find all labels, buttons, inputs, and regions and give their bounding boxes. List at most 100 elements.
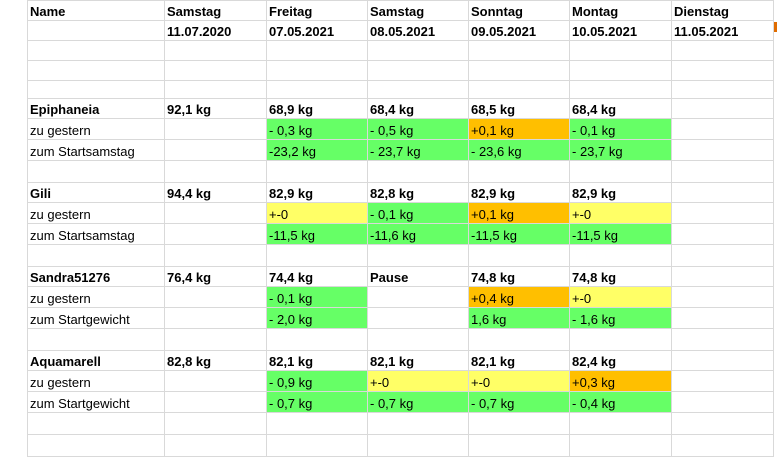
weight-cell[interactable]: Pause (367, 266, 469, 287)
empty-cell[interactable] (671, 412, 774, 435)
diff-cell[interactable] (164, 370, 267, 392)
diff-cell[interactable]: - 0,1 kg (266, 286, 368, 308)
empty-cell[interactable] (468, 434, 570, 457)
weight-cell[interactable]: 82,1 kg (367, 350, 469, 371)
weight-cell[interactable] (671, 350, 774, 371)
empty-cell[interactable] (27, 80, 165, 99)
empty-cell[interactable] (27, 328, 165, 351)
diff-cell[interactable]: -11,5 kg (569, 223, 672, 245)
empty-cell[interactable] (27, 60, 165, 81)
diff-cell[interactable]: +0,4 kg (468, 286, 570, 308)
diff-cell[interactable]: - 0,1 kg (569, 118, 672, 140)
empty-cell[interactable] (671, 40, 774, 61)
empty-cell[interactable] (569, 244, 672, 267)
diff-cell[interactable]: - 0,5 kg (367, 118, 469, 140)
diff-cell[interactable] (671, 391, 774, 413)
row-label-cell[interactable]: zu gestern (27, 286, 165, 308)
empty-cell[interactable] (367, 328, 469, 351)
weight-cell[interactable]: 82,9 kg (266, 182, 368, 203)
weight-cell[interactable]: 74,8 kg (468, 266, 570, 287)
empty-cell[interactable] (367, 160, 469, 183)
weight-cell[interactable]: 74,4 kg (266, 266, 368, 287)
diff-cell[interactable]: - 23,6 kg (468, 139, 570, 161)
header-day-cell[interactable]: Montag (569, 0, 672, 21)
header-day-cell[interactable]: Samstag (367, 0, 469, 21)
empty-cell[interactable] (27, 244, 165, 267)
row-label-cell[interactable]: zum Startgewicht (27, 391, 165, 413)
diff-cell[interactable]: -23,2 kg (266, 139, 368, 161)
empty-cell[interactable] (27, 20, 165, 41)
row-label-cell[interactable]: zum Startsamstag (27, 139, 165, 161)
header-day-cell[interactable]: Sonntag (468, 0, 570, 21)
diff-cell[interactable]: -11,6 kg (367, 223, 469, 245)
empty-cell[interactable] (164, 434, 267, 457)
weight-cell[interactable]: 82,4 kg (569, 350, 672, 371)
diff-cell[interactable]: - 0,7 kg (266, 391, 368, 413)
diff-cell[interactable] (671, 307, 774, 329)
diff-cell[interactable]: +0,1 kg (468, 202, 570, 224)
header-date-cell[interactable]: 09.05.2021 (468, 20, 570, 41)
empty-cell[interactable] (266, 60, 368, 81)
weight-cell[interactable] (671, 266, 774, 287)
row-label-cell[interactable]: zum Startgewicht (27, 307, 165, 329)
empty-cell[interactable] (266, 244, 368, 267)
empty-cell[interactable] (569, 160, 672, 183)
diff-cell[interactable]: - 2,0 kg (266, 307, 368, 329)
empty-cell[interactable] (468, 412, 570, 435)
diff-cell[interactable]: +-0 (367, 370, 469, 392)
weight-cell[interactable]: 74,8 kg (569, 266, 672, 287)
row-label-cell[interactable]: zu gestern (27, 370, 165, 392)
diff-cell[interactable] (671, 223, 774, 245)
empty-cell[interactable] (164, 80, 267, 99)
diff-cell[interactable]: 1,6 kg (468, 307, 570, 329)
empty-cell[interactable] (569, 40, 672, 61)
empty-cell[interactable] (671, 160, 774, 183)
weight-cell[interactable] (671, 182, 774, 203)
empty-cell[interactable] (266, 160, 368, 183)
diff-cell[interactable] (671, 139, 774, 161)
empty-cell[interactable] (27, 40, 165, 61)
empty-cell[interactable] (367, 60, 469, 81)
empty-cell[interactable] (164, 244, 267, 267)
diff-cell[interactable]: - 23,7 kg (367, 139, 469, 161)
diff-cell[interactable]: +-0 (569, 202, 672, 224)
empty-cell[interactable] (266, 412, 368, 435)
diff-cell[interactable] (671, 202, 774, 224)
empty-cell[interactable] (671, 244, 774, 267)
empty-cell[interactable] (164, 60, 267, 81)
row-label-cell[interactable]: zum Startsamstag (27, 223, 165, 245)
diff-cell[interactable] (164, 307, 267, 329)
diff-cell[interactable] (671, 370, 774, 392)
empty-cell[interactable] (569, 328, 672, 351)
diff-cell[interactable] (164, 286, 267, 308)
diff-cell[interactable] (671, 118, 774, 140)
empty-cell[interactable] (569, 412, 672, 435)
header-day-cell[interactable]: Freitag (266, 0, 368, 21)
header-date-cell[interactable]: 08.05.2021 (367, 20, 469, 41)
weight-cell[interactable]: 82,9 kg (468, 182, 570, 203)
empty-cell[interactable] (569, 434, 672, 457)
empty-cell[interactable] (27, 434, 165, 457)
empty-cell[interactable] (468, 244, 570, 267)
diff-cell[interactable]: - 0,7 kg (468, 391, 570, 413)
row-label-cell[interactable]: zu gestern (27, 202, 165, 224)
empty-cell[interactable] (569, 60, 672, 81)
diff-cell[interactable]: +-0 (468, 370, 570, 392)
diff-cell[interactable]: - 23,7 kg (569, 139, 672, 161)
diff-cell[interactable] (164, 139, 267, 161)
header-date-cell[interactable]: 10.05.2021 (569, 20, 672, 41)
empty-cell[interactable] (367, 40, 469, 61)
diff-cell[interactable] (164, 391, 267, 413)
diff-cell[interactable] (671, 286, 774, 308)
weight-cell[interactable]: 82,8 kg (367, 182, 469, 203)
empty-cell[interactable] (671, 328, 774, 351)
diff-cell[interactable]: +0,1 kg (468, 118, 570, 140)
empty-cell[interactable] (266, 434, 368, 457)
weight-cell[interactable]: 94,4 kg (164, 182, 267, 203)
empty-cell[interactable] (367, 434, 469, 457)
empty-cell[interactable] (468, 160, 570, 183)
diff-cell[interactable]: - 0,4 kg (569, 391, 672, 413)
empty-cell[interactable] (367, 80, 469, 99)
empty-cell[interactable] (468, 80, 570, 99)
weight-cell[interactable]: 76,4 kg (164, 266, 267, 287)
